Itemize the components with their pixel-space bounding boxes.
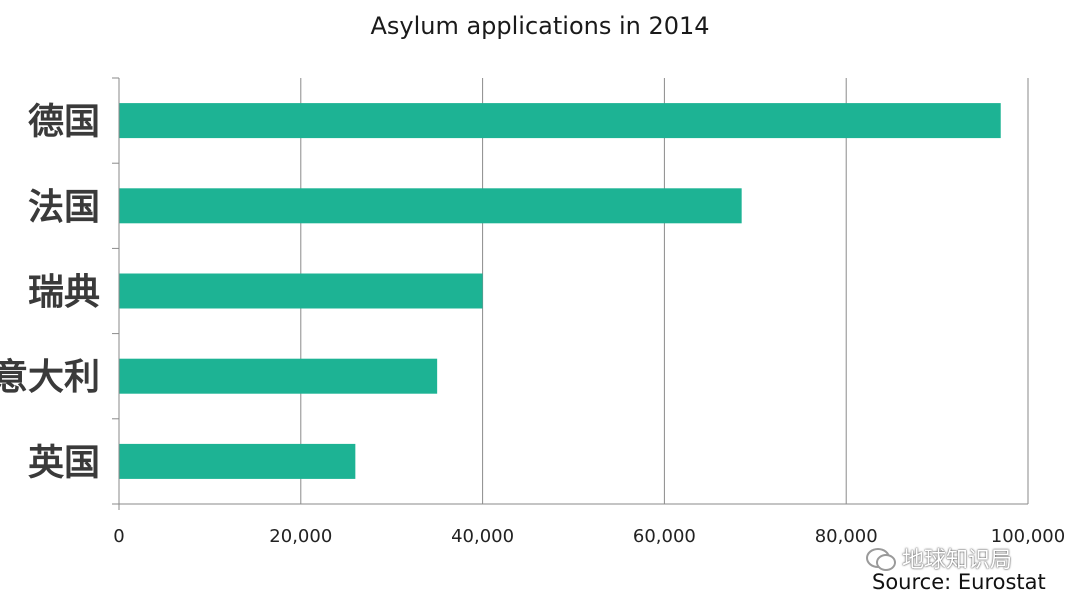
- x-tick-labels: 0 20,000 40,000 60,000 80,000 100,000: [113, 526, 1065, 547]
- source-note: Source: Eurostat: [872, 570, 1046, 594]
- x-tick-label-4: 80,000: [815, 526, 878, 547]
- bar-3: [119, 358, 438, 394]
- chart-title: Asylum applications in 2014: [370, 12, 709, 40]
- category-label-3: 意大利: [0, 357, 100, 398]
- category-label-2: 瑞典: [28, 272, 100, 313]
- x-tick-label-2: 40,000: [451, 526, 514, 547]
- bar-4: [119, 443, 356, 479]
- watermark: 地球知识局: [866, 542, 1066, 574]
- bar-1: [119, 188, 742, 224]
- wechat-icon: [866, 546, 896, 571]
- grid-layer: [300, 78, 1029, 504]
- bar-2: [119, 273, 483, 309]
- category-label-0: 德国: [28, 102, 100, 143]
- bar-0: [119, 103, 1001, 139]
- x-tick-label-0: 0: [113, 526, 124, 547]
- bar-layer: [119, 103, 1001, 479]
- category-label-4: 英国: [28, 442, 100, 483]
- x-tick-label-3: 60,000: [633, 526, 696, 547]
- category-label-1: 法国: [28, 187, 100, 228]
- x-tick-label-1: 20,000: [269, 526, 332, 547]
- axis-layer: [112, 77, 1028, 510]
- x-tick-label-5: 100,000: [991, 526, 1065, 547]
- watermark-text: 地球知识局: [902, 548, 1013, 573]
